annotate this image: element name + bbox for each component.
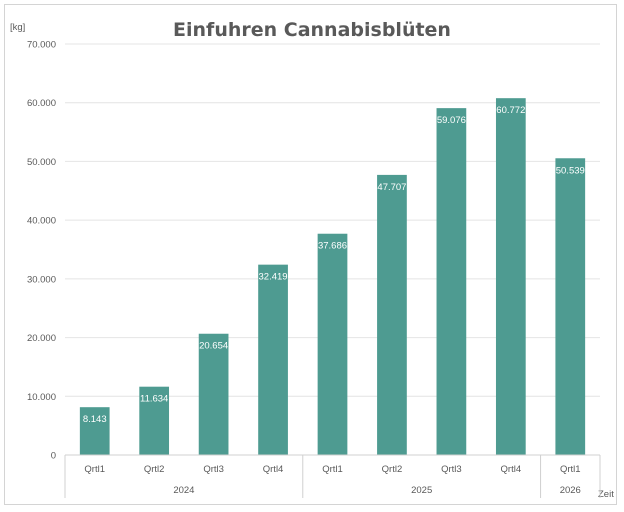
bar: [555, 158, 586, 456]
bar: [495, 98, 526, 455]
x-axis-title: Zeit: [598, 489, 614, 500]
x-tick-label: Qrtl3: [441, 464, 462, 475]
bar: [79, 407, 110, 455]
y-tick-label: 10.000: [27, 392, 56, 403]
bars: 8.143 11.634 20.654 32.419 37.686 47.707 59.07…: [79, 98, 586, 456]
data-label: 37.686: [318, 241, 347, 252]
x-tick-label: Qrtl2: [382, 464, 403, 475]
x-group-label: 2025: [411, 485, 432, 496]
data-label: 8.143: [83, 414, 107, 425]
x-tick-label: Qrtl1: [322, 464, 343, 475]
y-tick-label: 30.000: [27, 274, 56, 285]
x-tick-label: Qrtl3: [203, 464, 224, 475]
y-axis-unit-label: [kg]: [10, 22, 25, 33]
x-tick-label: Qrtl2: [144, 464, 165, 475]
data-label: 47.707: [377, 182, 406, 193]
chart-title: Einfuhren Cannabisblüten: [173, 19, 451, 41]
bar: [436, 108, 467, 455]
y-tick-label: 60.000: [27, 98, 56, 109]
x-tick-label: Qrtl1: [84, 464, 105, 475]
y-tick-label: 70.000: [27, 40, 56, 51]
x-tick-label: Qrtl1: [560, 464, 581, 475]
data-label: 60.772: [496, 105, 525, 116]
y-tick-label: 50.000: [27, 157, 56, 168]
data-label: 59.076: [437, 115, 466, 126]
bar: [139, 386, 170, 455]
y-tick-label: 20.000: [27, 333, 56, 344]
data-label: 20.654: [199, 341, 228, 352]
x-group-label: 2026: [560, 485, 581, 496]
axes: 0 10.000 20.000 30.000 40.000 50.000 60.000 70.…: [27, 40, 601, 498]
bar: [377, 174, 407, 455]
bar: [258, 264, 288, 455]
x-group-label: 2024: [173, 485, 194, 496]
y-tick-label: 0: [51, 451, 56, 462]
data-label: 11.634: [140, 394, 168, 405]
bar: [317, 233, 348, 455]
x-tick-label: Qrtl4: [263, 464, 284, 475]
bar: [198, 333, 229, 455]
data-label: 50.539: [556, 165, 585, 176]
data-label: 32.419: [259, 272, 288, 283]
x-tick-label: Qrtl4: [501, 464, 522, 475]
y-tick-label: 40.000: [27, 216, 56, 227]
